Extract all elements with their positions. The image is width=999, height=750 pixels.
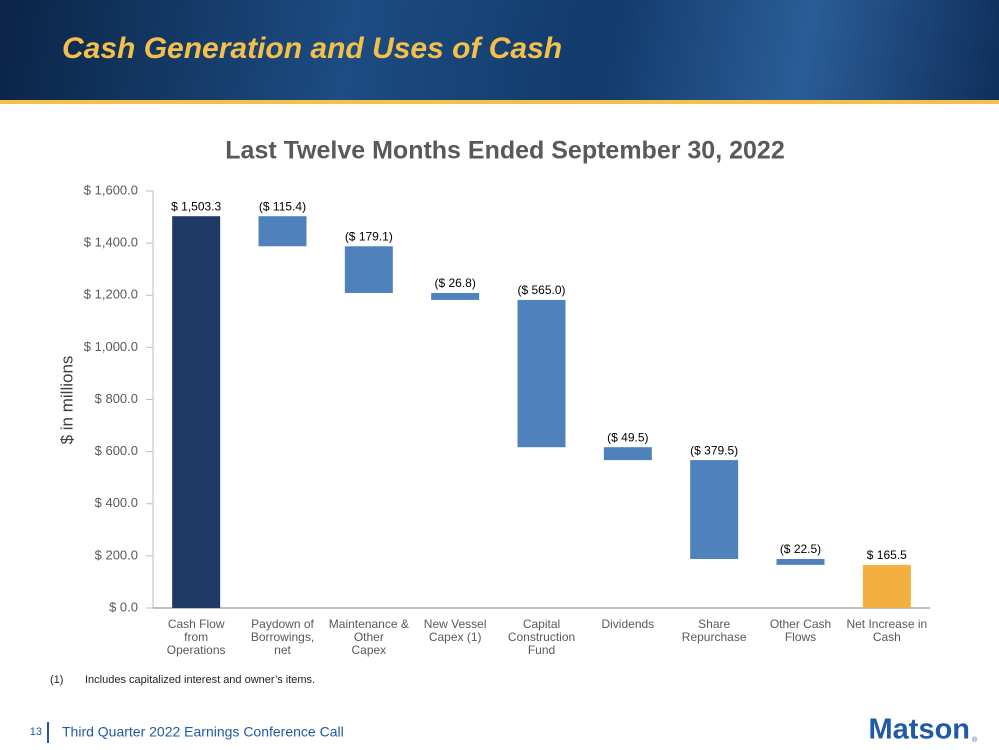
bar bbox=[344, 246, 393, 293]
data-label: ($ 179.1) bbox=[345, 229, 393, 243]
footnote-marker: (1) bbox=[50, 674, 63, 686]
x-tick-label: New Vessel Capex (1) bbox=[423, 617, 487, 644]
y-tick-label: $ 800.0 bbox=[95, 391, 138, 406]
x-tick-label: Share Repurchase bbox=[681, 617, 747, 644]
y-tick-label: $ 1,000.0 bbox=[84, 339, 138, 354]
x-tick-label: Net Increase in Cash bbox=[846, 617, 928, 644]
page-number: 13 bbox=[30, 726, 42, 738]
x-tick-label: Other Cash Flows bbox=[769, 617, 832, 644]
bar bbox=[862, 564, 911, 608]
data-label: ($ 115.4) bbox=[259, 199, 306, 213]
y-tick-label: $ 400.0 bbox=[95, 495, 138, 510]
bar bbox=[431, 292, 480, 300]
footnote-text: Includes capitalized interest and owner’… bbox=[85, 674, 315, 686]
x-tick-label: Cash Flow from Operations bbox=[166, 617, 226, 657]
data-label: $ 1,503.3 bbox=[171, 199, 221, 213]
footer-text: Third Quarter 2022 Earnings Conference C… bbox=[62, 724, 344, 740]
bar bbox=[603, 447, 652, 461]
data-label: ($ 26.8) bbox=[434, 276, 475, 290]
header-stripe bbox=[0, 100, 999, 104]
y-tick-label: $ 1,200.0 bbox=[84, 287, 138, 302]
y-tick-label: $ 1,400.0 bbox=[84, 235, 138, 250]
bar bbox=[690, 460, 739, 560]
logo: Matson bbox=[869, 714, 971, 746]
y-tick-label: $ 1,600.0 bbox=[84, 182, 138, 197]
x-tick-label: Dividends bbox=[601, 617, 655, 631]
bar bbox=[517, 299, 566, 448]
bar bbox=[172, 216, 221, 608]
data-label: ($ 565.0) bbox=[517, 283, 565, 297]
y-axis-label: $ in millions bbox=[57, 356, 76, 445]
y-tick-label: $ 200.0 bbox=[95, 547, 138, 562]
y-tick-label: $ 600.0 bbox=[95, 443, 138, 458]
y-tick-label: $ 0.0 bbox=[109, 599, 138, 614]
data-label: ($ 49.5) bbox=[607, 430, 648, 444]
data-label: $ 165.5 bbox=[867, 548, 907, 562]
bar bbox=[258, 216, 307, 247]
header-banner bbox=[0, 0, 999, 100]
data-label: ($ 379.5) bbox=[690, 443, 738, 457]
bar bbox=[776, 559, 825, 565]
x-tick-label: Maintenance & Other Capex bbox=[328, 617, 409, 657]
x-tick-label: Capital Construction Fund bbox=[507, 617, 576, 657]
slide-title: Cash Generation and Uses of Cash bbox=[62, 32, 563, 65]
logo-mark: ® bbox=[972, 736, 978, 744]
data-label: ($ 22.5) bbox=[780, 542, 821, 556]
x-tick-label: Paydown of Borrowings, net bbox=[250, 617, 315, 657]
chart-title: Last Twelve Months Ended September 30, 2… bbox=[225, 137, 784, 165]
